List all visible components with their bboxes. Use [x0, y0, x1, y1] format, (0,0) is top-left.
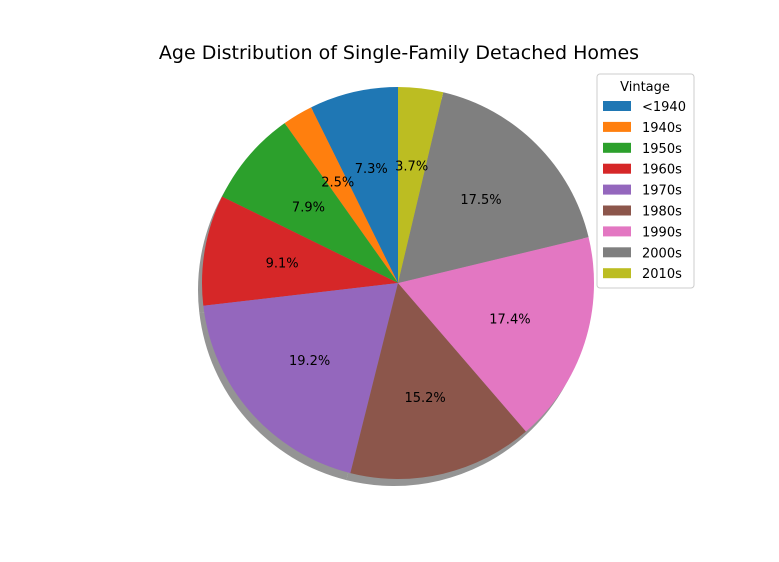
pie-slice-2000s [398, 92, 589, 283]
legend-swatch-1960s [603, 163, 631, 174]
legend-swatch-1980s [603, 205, 631, 216]
pie-slice-1940 [311, 87, 398, 283]
pie-slice-1940s [284, 107, 398, 283]
legend-label-1970s: 1970s [642, 184, 682, 199]
pct-label-1980s: 15.2% [404, 391, 445, 406]
legend: Vintage <1940 1940s 1950s 1960s 1970s 1980s 19… [596, 73, 695, 289]
legend-title: Vintage [620, 80, 670, 95]
pie-slice-1980s [350, 283, 526, 479]
legend-label-1960s: 1960s [642, 163, 682, 178]
pie-slice-1950s [222, 123, 398, 283]
pct-label-1970s: 19.2% [289, 354, 330, 369]
legend-label-1950s: 1950s [642, 142, 682, 157]
pie-slice-2010s [398, 87, 444, 283]
pie-slice-1970s [203, 283, 398, 474]
chart-title: Age Distribution of Single-Family Detach… [159, 42, 639, 64]
pct-label-1950s: 7.9% [292, 200, 325, 215]
legend-label-2000s: 2000s [642, 246, 682, 261]
pct-label-2000s: 17.5% [460, 193, 501, 208]
pie-slice-1960s [202, 196, 398, 306]
legend-swatch-2000s [603, 247, 631, 258]
pct-label-1940s: 2.5% [321, 176, 354, 191]
pie-labels: 7.3%2.5% 7.9% 9.1% 19.2% 15.2% 17.4% 17.5% 3.7% [266, 160, 531, 406]
pct-label-1940: 7.3% [355, 162, 388, 177]
legend-swatch-1940s [603, 121, 631, 132]
legend-swatch-1950s [603, 142, 631, 153]
pct-label-1960s: 9.1% [266, 257, 299, 272]
legend-swatch-1940 [603, 101, 631, 111]
pie-slices [202, 87, 594, 479]
legend-swatch-2010s [603, 268, 631, 279]
legend-label-2010s: 2010s [642, 267, 682, 282]
legend-swatch-1970s [603, 184, 631, 195]
legend-label-1940s: 1940s [642, 121, 682, 136]
pct-label-2010s: 3.7% [395, 160, 428, 175]
pct-label-1990s: 17.4% [489, 313, 530, 328]
pie-slice-1990s [398, 237, 594, 432]
legend-swatch-1990s [603, 226, 631, 237]
legend-items: <1940 1940s 1950s 1960s 1970s 1980s 1990s 2000s… [603, 100, 686, 282]
legend-label-1990s: 1990s [642, 225, 682, 240]
legend-label-1980s: 1980s [642, 205, 682, 220]
legend-label-1940: <1940 [642, 100, 686, 115]
